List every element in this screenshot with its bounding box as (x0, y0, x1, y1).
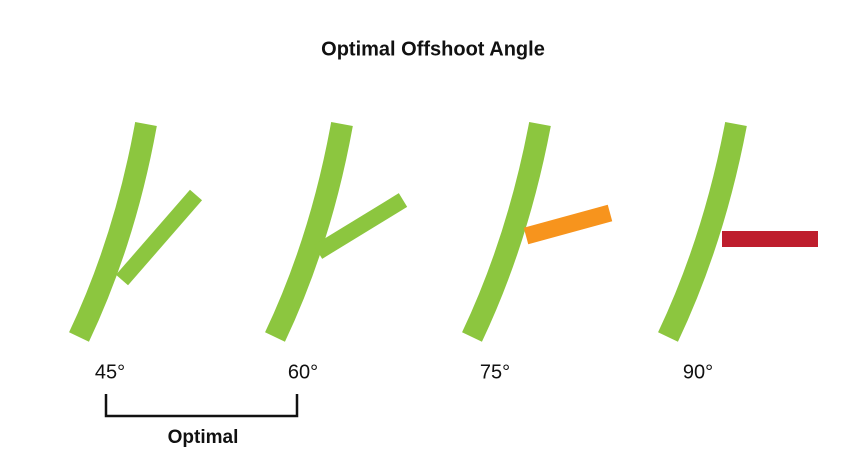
title: Optimal Offshoot Angle (321, 38, 545, 60)
bracket (104, 394, 299, 418)
stem (658, 121, 747, 342)
stem (265, 122, 353, 342)
stem (462, 121, 551, 342)
angle-label: 60° (288, 361, 318, 383)
branch (115, 189, 203, 286)
bracket-label: Optimal (168, 427, 239, 448)
stem (69, 122, 157, 342)
angle-label: 90° (683, 361, 713, 383)
branch (523, 204, 613, 245)
angle-label: 75° (480, 361, 510, 383)
angle-label: 45° (95, 361, 125, 383)
branch (313, 193, 408, 259)
